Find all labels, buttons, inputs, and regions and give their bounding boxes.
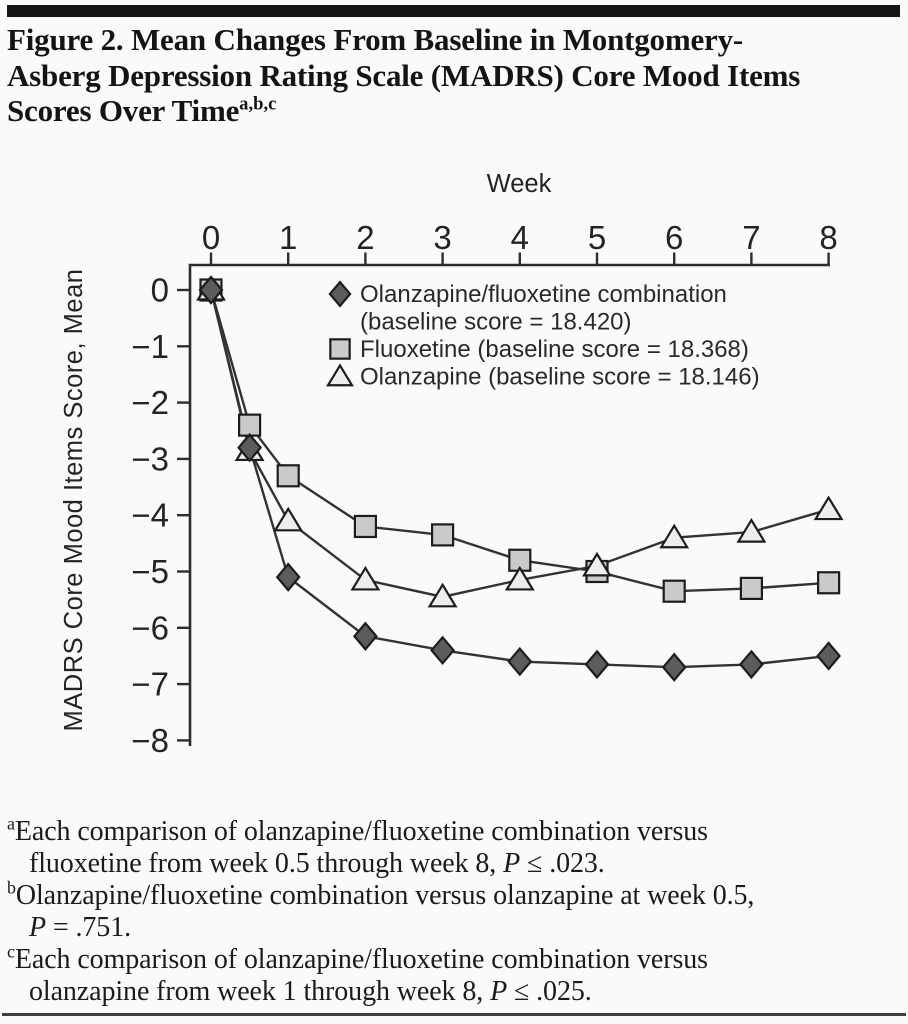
data-point-olanzapine-fluoxetine-combination-week-4 <box>507 646 533 677</box>
footnote-a-text2: fluoxetine from week 0.5 through week 8, <box>29 848 504 879</box>
title-footnote-markers: a,b,c <box>239 93 277 115</box>
series-line-olanzapine <box>209 289 829 599</box>
x-tick-label: 4 <box>511 219 529 256</box>
data-point-fluoxetine-week-7 <box>739 576 764 600</box>
footnotes: aEach comparison of olanzapine/fluoxetin… <box>7 813 903 1008</box>
x-tick-label: 7 <box>742 219 760 256</box>
x-tick-label: 5 <box>588 219 606 256</box>
chart-axes <box>188 263 830 746</box>
bottom-rule <box>2 1013 906 1016</box>
footnote-a-line2: fluoxetine from week 0.5 through week 8,… <box>7 848 903 880</box>
footnote-c-marker: c <box>7 941 15 962</box>
top-rule <box>7 5 900 17</box>
legend-label-olanzapine: Olanzapine (baseline score = 18.146) <box>360 364 760 391</box>
y-tick-label: −7 <box>131 666 169 703</box>
legend-marker-olanzapine-icon <box>326 363 354 387</box>
footnote-c-line1: cEach comparison of olanzapine/fluoxetin… <box>7 941 903 976</box>
footnote-a-marker: a <box>7 813 15 834</box>
data-point-olanzapine-week-4 <box>504 565 535 591</box>
x-tick-label: 2 <box>356 219 374 256</box>
data-point-olanzapine-week-6 <box>659 523 690 549</box>
data-point-olanzapine-week-7 <box>736 517 767 543</box>
footnote-c-line2: olanzapine from week 1 through week 8, P… <box>7 976 903 1008</box>
figure-title-line2: Asberg Depression Rating Scale (MADRS) C… <box>7 57 801 93</box>
y-axis-title: MADRS Core Mood Items Score, Mean <box>60 269 88 732</box>
data-point-fluoxetine-week-6 <box>662 579 686 603</box>
footnote-c-text1: Each comparison of olanzapine/fluoxetine… <box>14 944 708 975</box>
y-tick-label: −3 <box>131 440 169 477</box>
y-tick-label: −6 <box>131 609 169 646</box>
y-tick-label: −5 <box>131 553 169 590</box>
data-point-olanzapine-fluoxetine-combination-week-7 <box>738 649 764 680</box>
series-line-olanzapine-fluoxetine-combination <box>209 289 829 669</box>
figure-title-line3: Scores Over Timea,b,c <box>7 93 905 129</box>
footnote-c-p-italic: P <box>490 976 508 1007</box>
footnote-a-text1: Each comparison of olanzapine/fluoxetine… <box>14 816 708 847</box>
data-point-fluoxetine-week-8 <box>816 571 841 595</box>
data-point-olanzapine-fluoxetine-combination-week-0.5 <box>237 432 263 463</box>
data-point-olanzapine-fluoxetine-combination-week-3 <box>430 635 456 666</box>
figure-title: Figure 2. Mean Changes From Baseline in … <box>7 22 905 129</box>
data-point-olanzapine-week-3 <box>427 582 458 608</box>
footnote-a-p-italic: P <box>503 848 521 879</box>
footnote-a-line1: aEach comparison of olanzapine/fluoxetin… <box>7 813 903 848</box>
x-tick-label: 1 <box>279 219 297 256</box>
y-tick-label: 0 <box>151 272 169 309</box>
footnote-a-pvalue: ≤ .023. <box>520 848 605 879</box>
footnote-b-line2: P = .751. <box>7 912 903 944</box>
footnote-a: aEach comparison of olanzapine/fluoxetin… <box>7 813 903 880</box>
data-point-olanzapine-week-2 <box>350 565 381 591</box>
y-tick-label: −8 <box>131 722 169 759</box>
data-point-fluoxetine-week-2 <box>353 514 377 539</box>
x-tick-label: 0 <box>202 219 220 256</box>
series-line-fluoxetine <box>209 289 829 593</box>
footnote-b-marker: b <box>7 877 16 898</box>
footnote-b: bOlanzapine/fluoxetine combination versu… <box>7 877 903 944</box>
data-point-olanzapine-week-5 <box>582 551 612 577</box>
data-point-olanzapine-week-1 <box>273 506 304 532</box>
legend-label-fluoxetine: Fluoxetine (baseline score = 18.368) <box>360 336 749 363</box>
y-tick-label: −1 <box>131 328 169 365</box>
figure-title-line1: Figure 2. Mean Changes From Baseline in … <box>7 22 744 57</box>
x-tick-label: 3 <box>433 219 451 256</box>
data-point-olanzapine-fluoxetine-combination-week-1 <box>275 562 301 592</box>
y-tick-label: −4 <box>131 497 169 534</box>
footnote-c-text2: olanzapine from week 1 through week 8, <box>29 976 491 1007</box>
x-tick-label: 6 <box>665 219 683 256</box>
y-tick-label: −2 <box>131 384 169 421</box>
footnote-c-pvalue: ≤ .025. <box>507 976 592 1007</box>
legend-label-olanzapine-fluoxetine-combination: Olanzapine/fluoxetine combination <box>360 281 727 308</box>
footnote-b-pvalue: = .751. <box>46 912 132 943</box>
data-point-fluoxetine-week-1 <box>276 464 300 488</box>
footnote-b-text1: Olanzapine/fluoxetine combination versus… <box>15 880 755 911</box>
footnote-b-p-italic: P <box>29 912 47 943</box>
footnote-c: cEach comparison of olanzapine/fluoxetin… <box>7 941 903 1008</box>
data-point-fluoxetine-week-0.5 <box>238 413 262 437</box>
footnote-b-line1: bOlanzapine/fluoxetine combination versu… <box>7 877 903 912</box>
figure-title-line3-text: Scores Over Time <box>7 93 240 128</box>
data-point-fluoxetine-week-3 <box>431 523 455 547</box>
legend-marker-fluoxetine-icon <box>329 338 351 360</box>
data-point-olanzapine-fluoxetine-combination-week-6 <box>661 652 687 682</box>
data-point-olanzapine-fluoxetine-combination-week-0 <box>198 275 224 305</box>
data-point-olanzapine-fluoxetine-combination-week-2 <box>352 621 378 651</box>
legend-marker-olanzapine-fluoxetine-combination-icon <box>328 280 352 308</box>
data-point-olanzapine-fluoxetine-combination-week-5 <box>584 649 610 680</box>
x-axis-title: Week <box>487 170 552 198</box>
legend-label-olanzapine-fluoxetine-combination: (baseline score = 18.420) <box>360 309 632 336</box>
x-tick-label: 8 <box>819 219 837 256</box>
data-point-olanzapine-week-8 <box>813 495 844 521</box>
data-point-olanzapine-fluoxetine-combination-week-8 <box>816 641 842 671</box>
